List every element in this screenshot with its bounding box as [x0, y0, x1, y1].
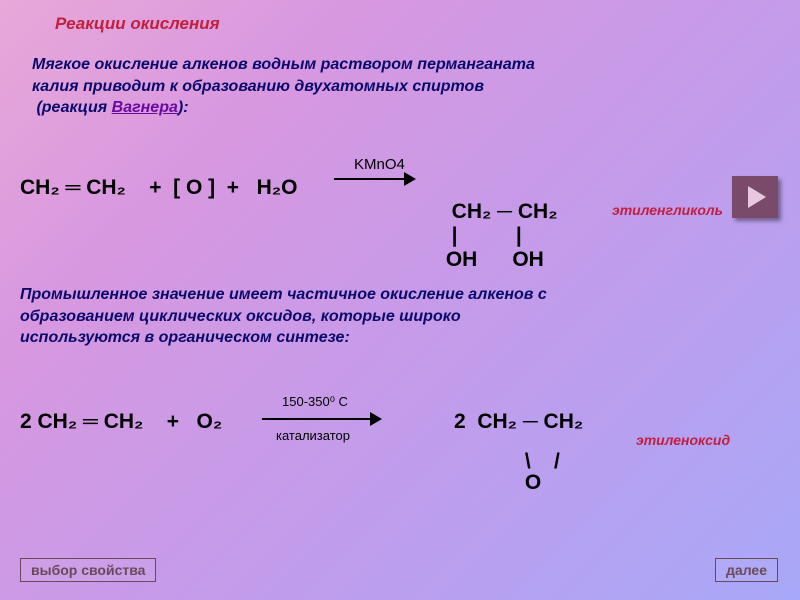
- arrow-icon: [334, 172, 416, 186]
- equation1-left: CH₂ ═ CH₂ + [ O ] + H₂O: [20, 176, 297, 200]
- equation1-product: CH₂ ─ CH₂ | | OH OH: [440, 176, 558, 273]
- prod1-line2: | |: [440, 224, 522, 247]
- mid-line2: образованием циклических оксидов, которы…: [20, 308, 461, 325]
- intro-line2: калия приводит к образованию двухатомных…: [32, 78, 484, 95]
- intro-paren-open: (реакция: [36, 99, 111, 116]
- intro-line1: Мягкое окисление алкенов водным растворо…: [32, 56, 535, 73]
- back-button[interactable]: выбор свойства: [20, 558, 156, 582]
- wagner-link[interactable]: Вагнера: [112, 99, 178, 116]
- intro-paren-close: ):: [178, 99, 189, 116]
- oxide-line1: \ /: [496, 450, 560, 473]
- oxide-line2: O: [484, 471, 541, 494]
- section-title: Реакции окисления: [55, 14, 220, 34]
- reagent-label: KMnO4: [354, 156, 405, 173]
- equation2-left: 2 CH₂ ═ CH₂ + O₂: [20, 410, 222, 434]
- mid-line1: Промышленное значение имеет частичное ок…: [20, 286, 547, 303]
- oxide-structure: \ / O: [484, 430, 560, 493]
- arrow-icon: [262, 412, 382, 426]
- condition-catalyst: катализатор: [276, 428, 350, 443]
- prod1-line1: CH₂ ─ CH₂: [452, 200, 558, 223]
- prod1-line3: OH OH: [440, 248, 544, 271]
- mid-line3: используются в органическом синтезе:: [20, 329, 350, 346]
- glycol-label: этиленгликоль: [612, 202, 723, 218]
- intro-paragraph: Мягкое окисление алкенов водным растворо…: [32, 54, 535, 119]
- play-button[interactable]: [732, 176, 778, 218]
- mid-paragraph: Промышленное значение имеет частичное ок…: [20, 284, 547, 349]
- oxide-label: этиленоксид: [636, 432, 730, 448]
- next-button[interactable]: далее: [715, 558, 778, 582]
- condition-temp: 150-350⁰ C: [282, 394, 348, 410]
